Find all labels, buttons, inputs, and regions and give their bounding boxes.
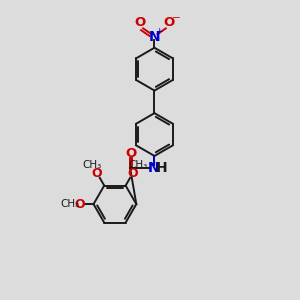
Text: N: N xyxy=(148,161,159,175)
Text: O: O xyxy=(125,147,137,160)
Text: H: H xyxy=(156,161,167,175)
Text: −: − xyxy=(172,13,180,23)
Text: CH₃: CH₃ xyxy=(83,160,102,170)
Text: CH₃: CH₃ xyxy=(128,160,147,170)
Text: N: N xyxy=(148,30,160,44)
Text: O: O xyxy=(74,198,85,211)
Text: O: O xyxy=(135,16,146,29)
Text: O: O xyxy=(163,16,174,29)
Text: O: O xyxy=(128,167,138,180)
Text: +: + xyxy=(155,27,162,36)
Text: O: O xyxy=(92,167,102,180)
Text: CH₃: CH₃ xyxy=(60,199,80,209)
